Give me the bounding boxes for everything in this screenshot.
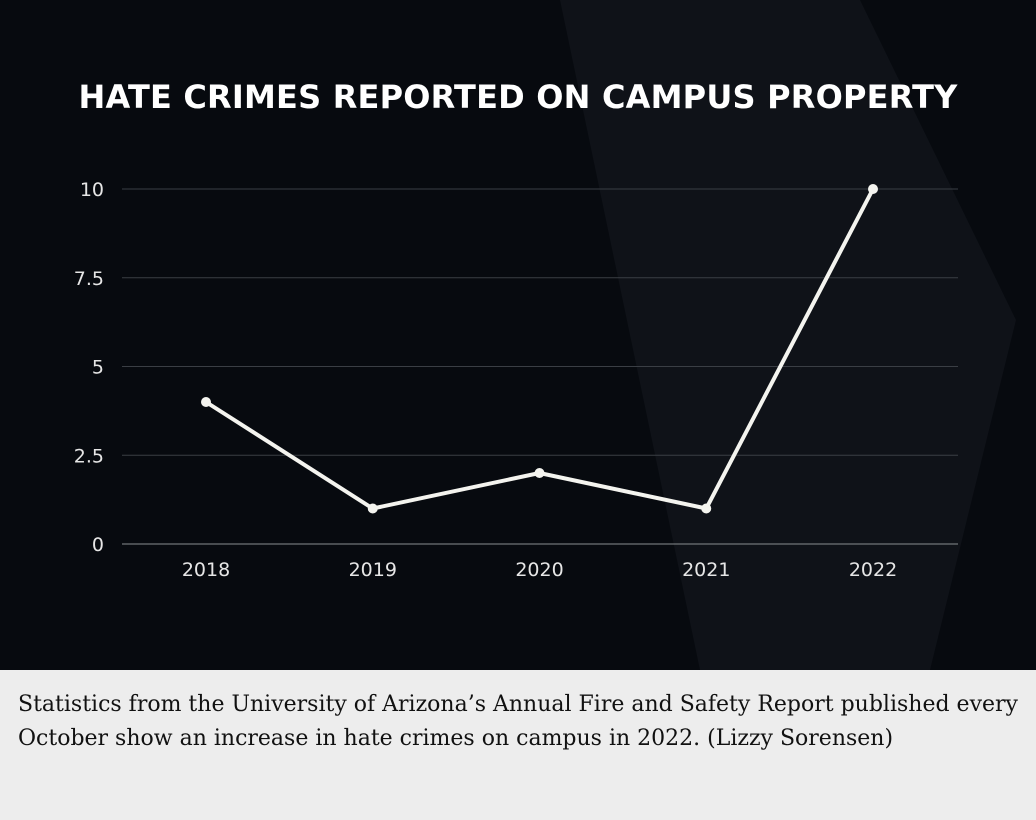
x-tick-label: 2019 xyxy=(349,559,397,581)
chart-title: HATE CRIMES REPORTED ON CAMPUS PROPERTY xyxy=(78,78,958,116)
y-axis-ticks: 0 2.5 5 7.5 10 xyxy=(74,179,104,556)
data-point xyxy=(201,397,211,407)
y-tick-label: 5 xyxy=(92,357,104,379)
y-tick-label: 10 xyxy=(80,179,104,201)
chart-figure: HATE CRIMES REPORTED ON CAMPUS PROPERTY … xyxy=(0,0,1036,670)
data-point xyxy=(868,184,878,194)
figure-caption: Statistics from the University of Arizon… xyxy=(18,692,1018,751)
y-tick-label: 7.5 xyxy=(74,268,104,290)
y-tick-label: 2.5 xyxy=(74,445,104,467)
series-layer xyxy=(201,184,878,514)
data-point xyxy=(534,468,545,478)
x-axis-ticks: 2018 2019 2020 2021 2022 xyxy=(182,559,897,581)
x-tick-label: 2018 xyxy=(182,559,230,581)
x-tick-label: 2020 xyxy=(515,559,563,581)
line-chart: 0 2.5 5 7.5 10 2018 2019 2020 2021 2022 xyxy=(74,179,958,581)
data-point xyxy=(367,503,378,514)
x-tick-label: 2022 xyxy=(849,559,897,581)
y-tick-label: 0 xyxy=(92,534,104,556)
grid-lines xyxy=(122,188,958,545)
data-point xyxy=(701,503,712,514)
x-tick-label: 2021 xyxy=(682,559,730,581)
series-line xyxy=(204,187,875,511)
